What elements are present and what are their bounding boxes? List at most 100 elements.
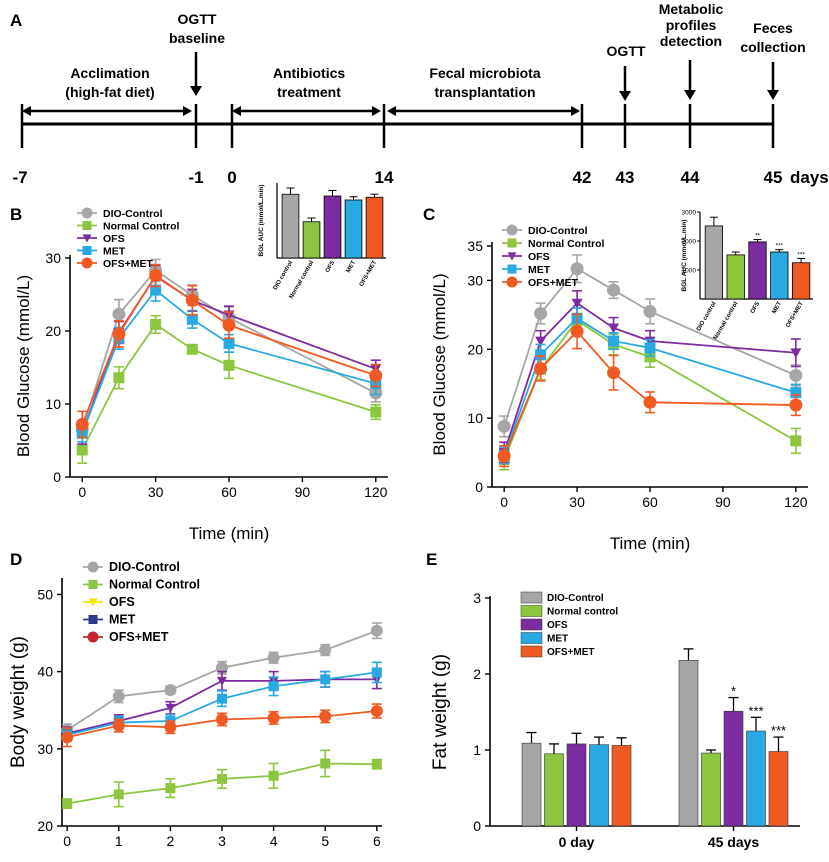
data-point [112,719,125,732]
data-point [790,387,802,399]
legend-marker [81,207,93,219]
timeline-tick-label: 43 [616,168,635,187]
legend-label: Normal control [547,607,618,618]
inset-category-label: OFS+MET [785,301,805,329]
legend-marker [82,221,92,230]
series-line [81,288,377,434]
legend-item-ofs-met: OFS+MET [502,276,578,289]
panel-a-label: A [10,11,22,30]
y-tick-label: 10 [45,396,61,412]
event-label-ogtt: OGTT [607,43,646,59]
data-point [217,773,227,784]
data-point [371,667,382,678]
legend-label: MET [528,264,551,276]
data-point [789,398,803,412]
panel-e-label: E [426,550,437,569]
inset-star: *** [797,251,805,258]
data-point [112,327,126,341]
inset-bar-ofs [323,195,342,259]
legend-item-ofs: OFS [520,618,568,631]
legend-label: OFS+MET [528,277,578,289]
inset-star: *** [776,243,784,250]
event-label-antibiotics: Antibiotics [273,65,346,81]
legend-marker [87,631,99,643]
x-tick-label: 90 [295,484,311,500]
legend-marker [506,276,518,288]
timeline-unit: days [790,168,829,187]
legend-item-met: MET [520,632,568,645]
data-point [165,703,176,713]
inset-y-tick-label: 1000 [682,268,697,275]
legend-item-ofs: OFS [77,233,125,245]
chart-d: 20 30 40 50 0 1 2 3 4 5 6 Body weight (g) DIO-Contro… [8,560,383,849]
event-label-acclimation: Acclimation [70,65,149,81]
data-point [371,759,382,770]
inset-bar-ofs-met [791,262,811,300]
data-point [571,298,583,309]
ogtt-arrow [619,66,631,101]
legend-marker [507,252,517,261]
acclimation-arrow-head-right [183,106,192,116]
data-point [76,444,88,456]
y-tick-label: 0 [473,818,481,834]
data-point [370,624,383,637]
series-dio-control [521,648,699,827]
series-line [81,274,377,425]
data-point [164,721,177,734]
antibiotics-arrow [232,106,381,116]
inset-y-label: BGL AUC (mmol/L.min) [258,185,265,257]
series-ofs-met [61,703,383,748]
data-point [75,417,89,431]
data-point [222,318,236,332]
data-point [570,262,584,276]
data-point [112,690,125,703]
data-point [217,676,227,686]
data-point [570,324,584,338]
y-tick-label: 50 [37,586,53,602]
data-point [186,313,198,325]
data-point [534,306,548,320]
data-point [164,684,177,697]
inset-category-label: MET [346,260,358,274]
event-label-antibiotics: treatment [277,84,341,100]
inset-y-tick-label: 2000 [682,239,697,246]
y-tick-label: 20 [37,818,53,834]
legend-marker [507,238,517,248]
x-tick-label: 2 [166,833,174,849]
legend-swatch [520,591,543,604]
legend-label: OFS [547,620,568,631]
legend-item-ofs: OFS [502,251,550,263]
event-label-fmt: Fecal microbiota [429,65,540,81]
inset-bar-normal-control [726,254,745,300]
bar [678,660,699,827]
legend-label: OFS [528,251,550,263]
data-point [216,713,228,726]
y-tick-label: 35 [467,238,483,254]
series-line [503,301,796,453]
inset-bar-dio-control [281,193,300,259]
data-point [113,372,125,384]
legend-swatch [520,632,543,644]
inset-category-label: OFS+MET [359,260,379,288]
y-axis-label: Blood Glucose (mmol/L) [430,273,449,455]
feces-arrow [767,62,779,100]
timeline-tick-label: 44 [681,168,700,187]
data-point [267,711,280,724]
acclimation-arrow-head-left [22,106,31,116]
ogtt-baseline-arrow-head [190,86,202,96]
data-point [534,362,548,376]
data-point [113,789,124,800]
event-label-ogtt-baseline: baseline [169,30,225,46]
inset-y-tick-label: 3000 [682,210,697,217]
legend-item-ofs: OFS [83,595,135,609]
legend-label: DIO-Control [103,208,163,220]
timeline-tick-label: 45 [764,168,783,187]
event-label-fmt: transplantation [434,84,535,100]
x-tick-label: 0 [78,484,86,500]
timeline-tick-label: 42 [573,168,592,187]
data-point [789,368,803,382]
series-line [81,323,377,451]
x-category-label: 0 day [559,834,595,850]
timeline-tick-label: 14 [375,168,394,187]
y-tick-label: 20 [45,323,61,339]
